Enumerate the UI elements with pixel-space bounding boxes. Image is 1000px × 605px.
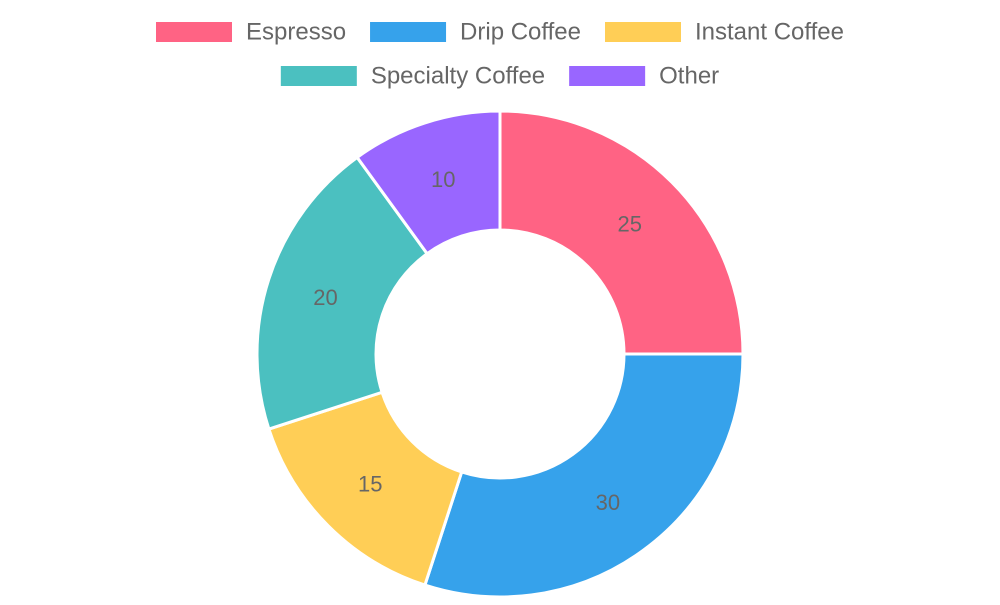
legend-swatch-drip-coffee (370, 22, 447, 42)
legend-label-instant-coffee: Instant Coffee (695, 19, 844, 46)
legend-swatch-other (569, 66, 646, 86)
legend-item-drip-coffee[interactable]: Drip Coffee (370, 19, 581, 46)
chart-slices (255, 109, 745, 599)
legend-label-specialty-coffee: Specialty Coffee (371, 63, 545, 90)
slice-espresso[interactable] (498, 109, 745, 356)
legend-item-specialty-coffee[interactable]: Specialty Coffee (280, 63, 545, 90)
slice-specialty-coffee[interactable] (255, 155, 430, 431)
data-label-other: 10 (431, 167, 455, 192)
data-label-drip-coffee: 30 (596, 490, 620, 515)
chart-data-labels: 25 30 15 20 10 (313, 167, 642, 515)
legend-item-other[interactable]: Other (569, 63, 719, 90)
slice-other[interactable] (355, 109, 502, 256)
slice-instant-coffee[interactable] (267, 390, 464, 587)
legend-item-espresso[interactable]: Espresso (156, 19, 346, 46)
data-label-espresso: 25 (618, 212, 642, 237)
legend-label-drip-coffee: Drip Coffee (460, 19, 581, 46)
slice-drip-coffee[interactable] (423, 352, 745, 599)
data-label-instant-coffee: 15 (358, 471, 382, 496)
legend-swatch-instant-coffee (605, 22, 681, 42)
chart-legend: Espresso Drip Coffee Instant Coffee Special… (156, 19, 844, 90)
legend-item-instant-coffee[interactable]: Instant Coffee (605, 19, 844, 46)
legend-swatch-espresso (156, 22, 232, 42)
legend-swatch-specialty-coffee (280, 66, 357, 86)
data-label-specialty-coffee: 20 (313, 285, 337, 310)
legend-label-other: Other (659, 63, 719, 90)
legend-label-espresso: Espresso (246, 19, 346, 46)
